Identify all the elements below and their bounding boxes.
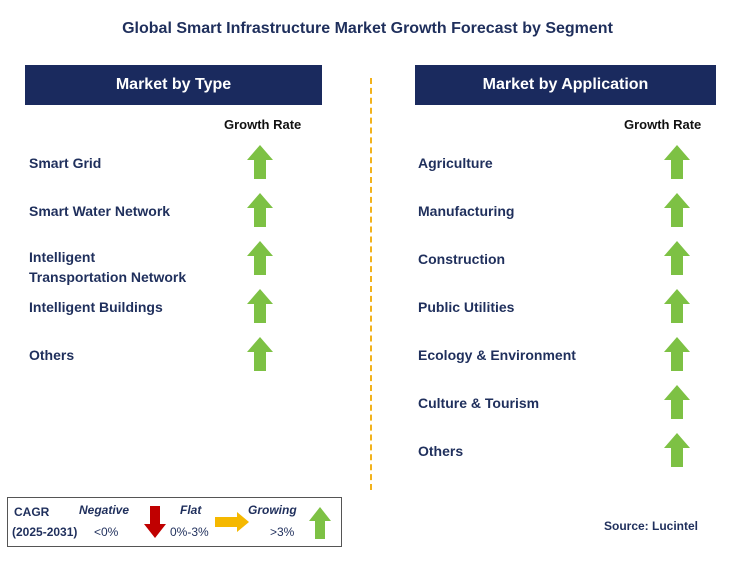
type-item-label: Smart Water Network (29, 203, 171, 219)
legend-growing-label: Growing (248, 503, 297, 517)
legend-negative-range: <0% (94, 525, 119, 539)
source-note: Source: Lucintel (604, 519, 699, 533)
page-title: Global Smart Infrastructure Market Growt… (122, 20, 613, 37)
legend-flat-label: Flat (180, 503, 202, 517)
cagr-legend: CAGR (2025-2031) Negative <0% Flat 0%-3%… (7, 497, 342, 547)
right-arrow-icon (215, 512, 249, 532)
legend-flat-range: 0%-3% (170, 525, 209, 539)
up-arrow-icon (664, 385, 690, 419)
up-arrow-icon (664, 433, 690, 467)
up-arrow-icon (664, 337, 690, 371)
application-item-label: Construction (418, 251, 506, 267)
application-item-label: Culture & Tourism (418, 395, 540, 411)
legend-growing-range: >3% (270, 525, 295, 539)
type-item-label: Intelligent Transportation Network (29, 249, 187, 285)
up-arrow-icon (664, 241, 690, 275)
left-growth-rate-label: Growth Rate (224, 117, 302, 132)
application-item-label: Public Utilities (418, 299, 515, 315)
up-arrow-icon (309, 507, 331, 539)
application-item-label: Manufacturing (418, 203, 515, 219)
down-arrow-icon (144, 506, 166, 538)
application-item-label: Agriculture (418, 155, 493, 171)
market-by-type-header: Market by Type (25, 65, 322, 105)
legend-negative-label: Negative (79, 503, 130, 517)
up-arrow-icon (247, 241, 273, 275)
market-by-application-header-text: Market by Application (482, 76, 649, 93)
market-by-application-header: Market by Application (415, 65, 716, 105)
up-arrow-icon (664, 193, 690, 227)
type-item-label: Smart Grid (29, 155, 102, 171)
application-item-label: Ecology & Environment (418, 347, 576, 363)
legend-period: (2025-2031) (12, 525, 78, 539)
up-arrow-icon (664, 289, 690, 323)
type-item-label: Others (29, 347, 75, 363)
market-by-type-header-text: Market by Type (115, 76, 232, 93)
panel-divider (370, 78, 372, 490)
up-arrow-icon (247, 289, 273, 323)
up-arrow-icon (664, 145, 690, 179)
right-growth-rate-label: Growth Rate (624, 117, 702, 132)
application-item-label: Others (418, 443, 464, 459)
up-arrow-icon (247, 193, 273, 227)
up-arrow-icon (247, 145, 273, 179)
type-item-label: Intelligent Buildings (29, 299, 163, 315)
up-arrow-icon (247, 337, 273, 371)
legend-cagr-label: CAGR (14, 505, 50, 519)
